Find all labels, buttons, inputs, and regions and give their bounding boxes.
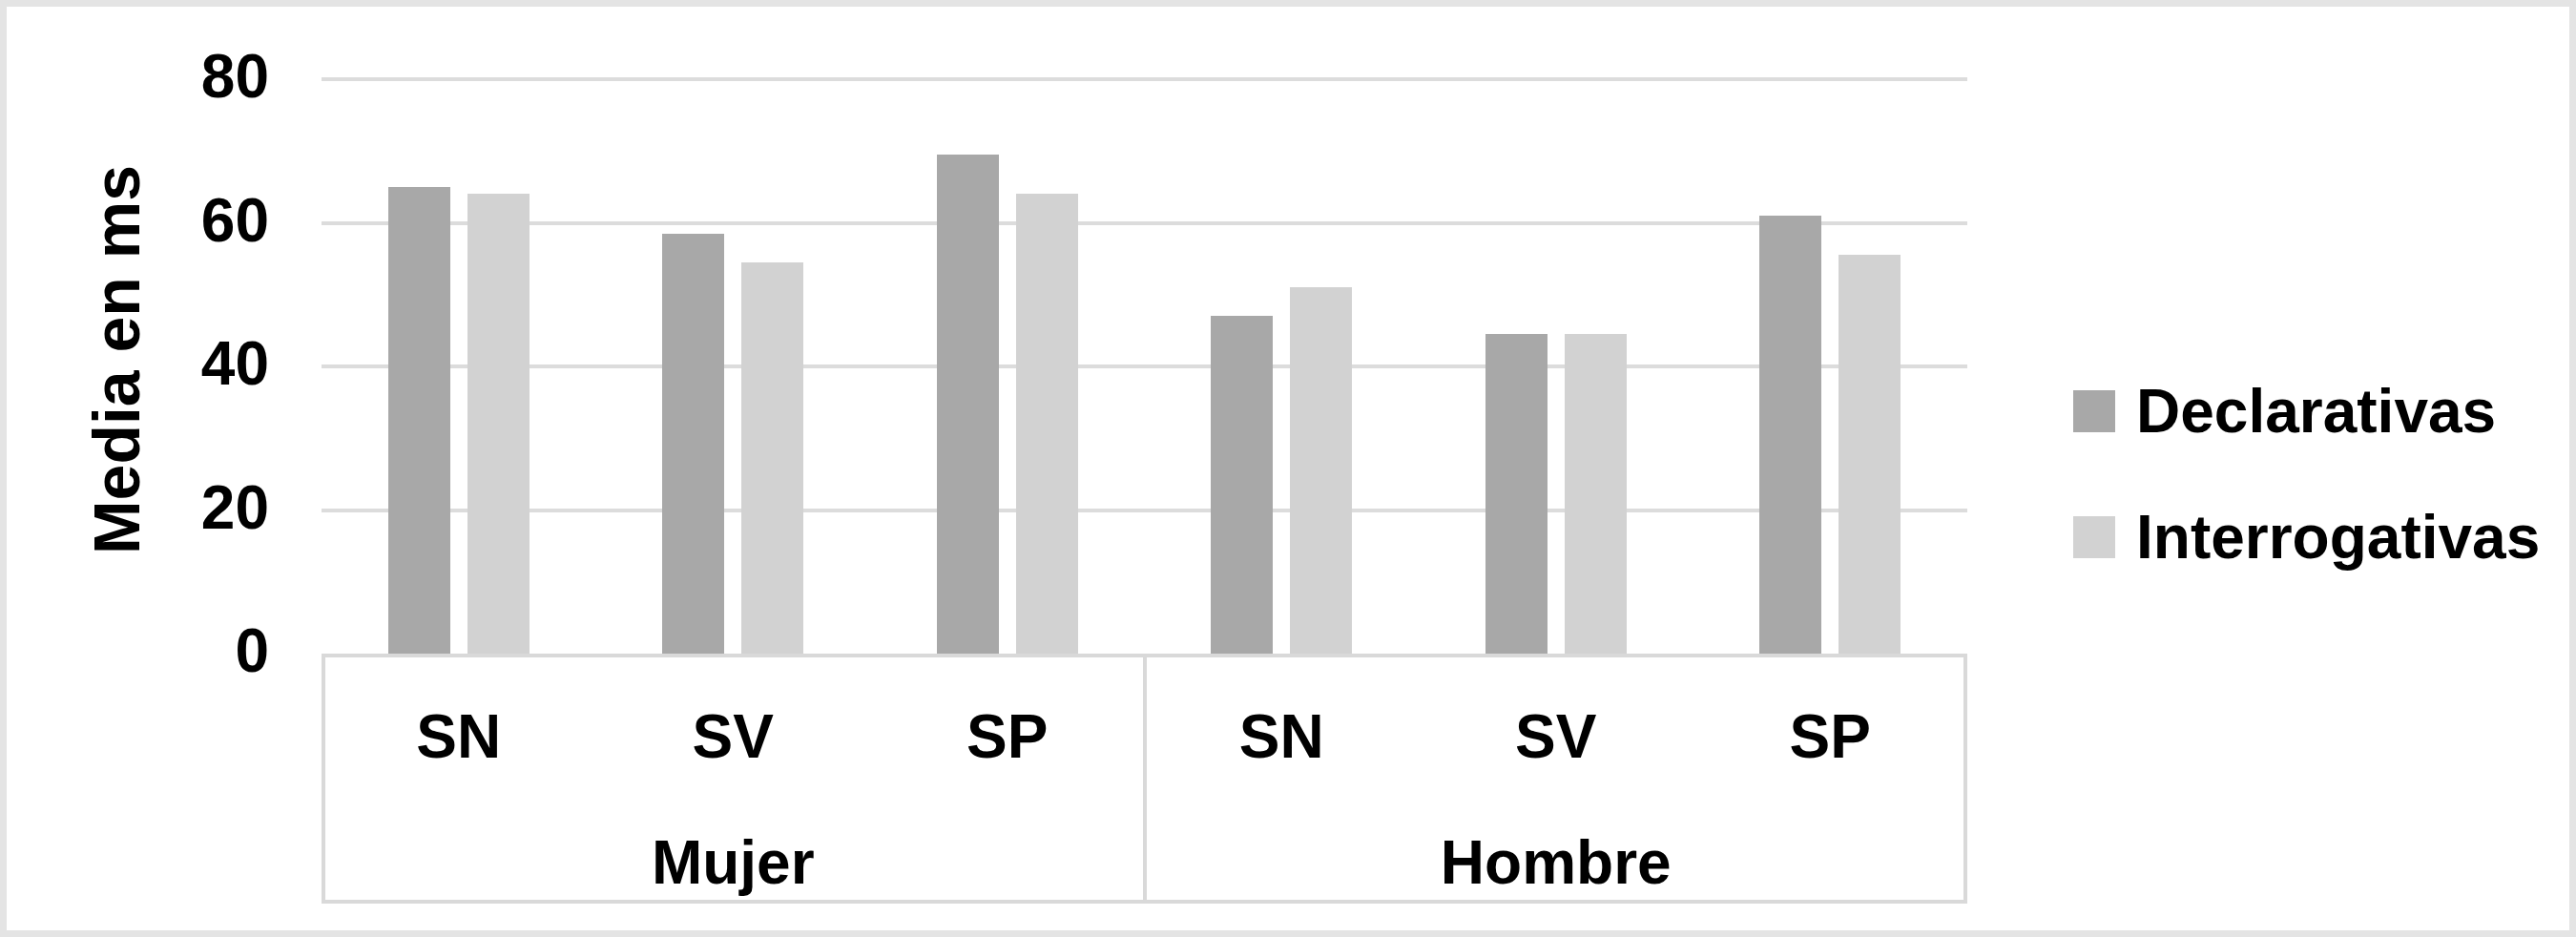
- y-tick-label-0: 0: [69, 620, 269, 681]
- legend-entry-interrogativas: Interrogativas: [2073, 506, 2540, 569]
- y-tick-label-60: 60: [69, 190, 269, 251]
- legend-marker-interrogativas: [2073, 516, 2115, 558]
- bar-declarativas-mujer-sp: [937, 155, 999, 654]
- legend-label-declarativas: Declarativas: [2136, 381, 2496, 442]
- bar-declarativas-mujer-sv: [662, 234, 724, 654]
- gridline-60: [322, 221, 1967, 225]
- bar-interrogativas-mujer-sn: [467, 194, 530, 654]
- bar-interrogativas-hombre-sn: [1290, 287, 1352, 654]
- grouped-bar-chart: Media en ms 020406080 SNSVSPSNSVSP Mujer…: [7, 7, 2569, 930]
- y-tick-label-20: 20: [69, 477, 269, 538]
- gridline-20: [322, 509, 1967, 512]
- bar-declarativas-hombre-sp: [1759, 216, 1821, 654]
- y-tick-label-40: 40: [69, 333, 269, 394]
- category-label-sp-5: SP: [1790, 706, 1871, 767]
- bar-declarativas-hombre-sv: [1485, 334, 1548, 654]
- legend-entry-declarativas: Declarativas: [2073, 380, 2540, 443]
- legend-marker-declarativas: [2073, 390, 2115, 432]
- category-group-divider: [1143, 654, 1147, 904]
- group-label-mujer: Mujer: [652, 832, 815, 893]
- bar-declarativas-mujer-sn: [388, 187, 450, 654]
- chart-frame: Media en ms 020406080 SNSVSPSNSVSP Mujer…: [0, 0, 2576, 937]
- gridline-40: [322, 364, 1967, 368]
- category-label-sv-4: SV: [1515, 706, 1596, 767]
- category-label-sn-3: SN: [1239, 706, 1324, 767]
- legend-label-interrogativas: Interrogativas: [2136, 507, 2540, 568]
- bar-interrogativas-hombre-sp: [1839, 255, 1901, 654]
- gridline-80: [322, 77, 1967, 81]
- group-label-hombre: Hombre: [1441, 832, 1672, 893]
- y-tick-label-80: 80: [69, 46, 269, 107]
- legend: Declarativas Interrogativas: [2073, 380, 2540, 569]
- category-label-sn-0: SN: [416, 706, 501, 767]
- category-label-sv-1: SV: [693, 706, 774, 767]
- bar-interrogativas-mujer-sp: [1016, 194, 1078, 654]
- category-label-sp-2: SP: [966, 706, 1048, 767]
- bar-interrogativas-mujer-sv: [741, 262, 803, 654]
- bar-declarativas-hombre-sn: [1211, 316, 1273, 654]
- bar-interrogativas-hombre-sv: [1565, 334, 1627, 654]
